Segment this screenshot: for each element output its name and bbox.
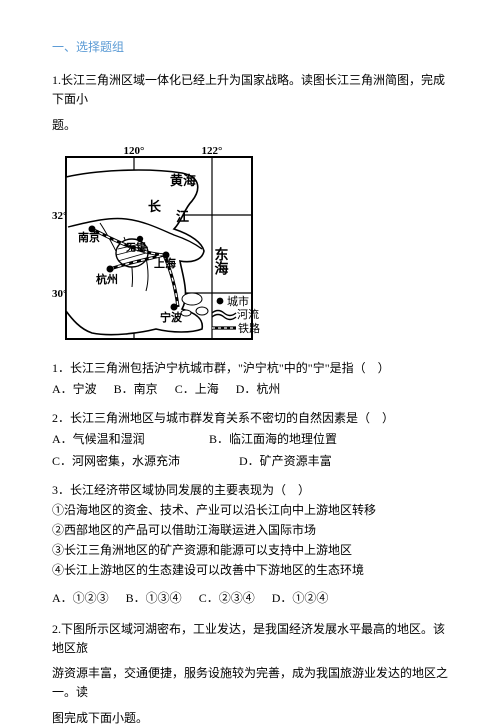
q1-sub2-prompt: 2．长江三角洲地区与城市群发育关系不密切的自然因素是（ ）: [52, 409, 450, 428]
map-svg: 120° 122° 32° 30° 南京 无锡 上海 杭州 宁波 黄海 东海 长…: [52, 143, 270, 349]
legend-river-label: 河流: [237, 307, 259, 321]
q2-stem: 2.下图所示区域河湖密布，工业发达，是我国经济发展水平最高的地区。该地区旅 游资…: [52, 620, 450, 728]
q1-sub1-options: A．宁波 B．南京 C．上海 D．杭州: [52, 380, 450, 399]
label-nanjing: 南京: [78, 230, 100, 244]
lon-label-120: 120°: [124, 145, 145, 157]
q1-sub3: 3．长江经济带区域协同发展的主要表现为（ ） ①沿海地区的资金、技术、产业可以沿…: [52, 481, 450, 581]
lat-label-30: 30°: [52, 288, 67, 300]
q2-stem-l1: 下图所示区域河湖密布，工业发达，是我国经济发展水平最高的地区。该地区旅: [52, 622, 445, 655]
legend-city-label: 城市: [227, 294, 249, 308]
label-hangzhou: 杭州: [96, 272, 118, 286]
label-yellow-sea: 黄海: [170, 173, 196, 188]
city-dot-wuxi: [137, 236, 143, 242]
q1-sub1-opt-b[interactable]: B．南京: [114, 380, 158, 399]
q1-sub3-options: A．①②③ B．①③④ C．②③④ D．①②④: [52, 589, 450, 608]
q1-number: 1.: [52, 73, 61, 87]
q1-stem-l2: 题。: [52, 116, 450, 135]
q1-figure: 120° 122° 32° 30° 南京 无锡 上海 杭州 宁波 黄海 东海 长…: [52, 143, 450, 349]
page: { "section_title": "一、选择题组", "q1": { "nu…: [0, 0, 502, 649]
q1-stem: 1.长江三角洲区域一体化已经上升为国家战略。读图长江三角洲简图，完成下面小 题。: [52, 71, 450, 135]
q1-stem-l1: 长江三角洲区域一体化已经上升为国家战略。读图长江三角洲简图，完成下面小: [52, 73, 445, 106]
q1-sub2-opt-b[interactable]: B．临江面海的地理位置: [209, 430, 337, 449]
label-river-2: 江: [176, 209, 189, 224]
section-title: 一、选择题组: [52, 38, 450, 57]
legend-rail-label: 铁路: [238, 322, 260, 335]
q1-sub2-opt-d[interactable]: D．矿产资源丰富: [239, 452, 332, 471]
label-shanghai: 上海: [154, 256, 176, 270]
q1-sub3-opt-a[interactable]: A．①②③: [52, 589, 109, 608]
q2-stem-l2: 游资源丰富，交通便捷，服务设施较为完善，成为我国旅游业发达的地区之一。读: [52, 664, 450, 702]
q1-sub3-s2: ②西部地区的产品可以借助江海联运进入国际市场: [52, 521, 450, 540]
q1-sub1-opt-a[interactable]: A．宁波: [52, 380, 97, 399]
q1-sub2-opt-c[interactable]: C．河网密集，水源充沛: [52, 452, 222, 471]
q1-sub2-opt-a[interactable]: A．气候温和湿润: [52, 430, 192, 449]
label-river-1: 长: [148, 199, 162, 214]
q1-sub1-opt-d[interactable]: D．杭州: [236, 380, 281, 399]
lon-label-122: 122°: [202, 145, 223, 157]
q1-sub3-s1: ①沿海地区的资金、技术、产业可以沿长江向中上游地区转移: [52, 501, 450, 520]
q2-number: 2.: [52, 622, 61, 636]
q1-sub3-s4: ④长江上游地区的生态建设可以改善中下游地区的生态环境: [52, 561, 450, 580]
q1-sub1-prompt: 1．长江三角洲包括沪宁杭城市群，"沪宁杭"中的"宁"是指（ ）: [52, 359, 450, 378]
label-east-sea-1: 东海: [213, 246, 229, 276]
q1-sub3-opt-b[interactable]: B．①③④: [126, 589, 182, 608]
q1-sub3-s3: ③长江三角洲地区的矿产资源和能源可以支持中上游地区: [52, 541, 450, 560]
q1-sub2-row1: A．气候温和湿润 B．临江面海的地理位置: [52, 430, 450, 449]
q1-sub3-opt-d[interactable]: D．①②④: [272, 589, 329, 608]
city-dot-ningbo: [171, 303, 178, 310]
q2-stem-l3: 图完成下面小题。: [52, 709, 450, 728]
q1-sub1-opt-c[interactable]: C．上海: [175, 380, 219, 399]
city-dot-hangzhou: [107, 265, 114, 272]
legend-city-icon: [217, 297, 224, 304]
label-wuxi: 无锡: [125, 241, 146, 254]
q1-sub3-opt-c[interactable]: C．②③④: [199, 589, 255, 608]
q1-sub3-prompt: 3．长江经济带区域协同发展的主要表现为（ ）: [52, 481, 450, 500]
lat-label-32: 32°: [52, 210, 67, 222]
label-ningbo: 宁波: [160, 310, 183, 324]
q1-sub2-row2: C．河网密集，水源充沛 D．矿产资源丰富: [52, 452, 450, 471]
